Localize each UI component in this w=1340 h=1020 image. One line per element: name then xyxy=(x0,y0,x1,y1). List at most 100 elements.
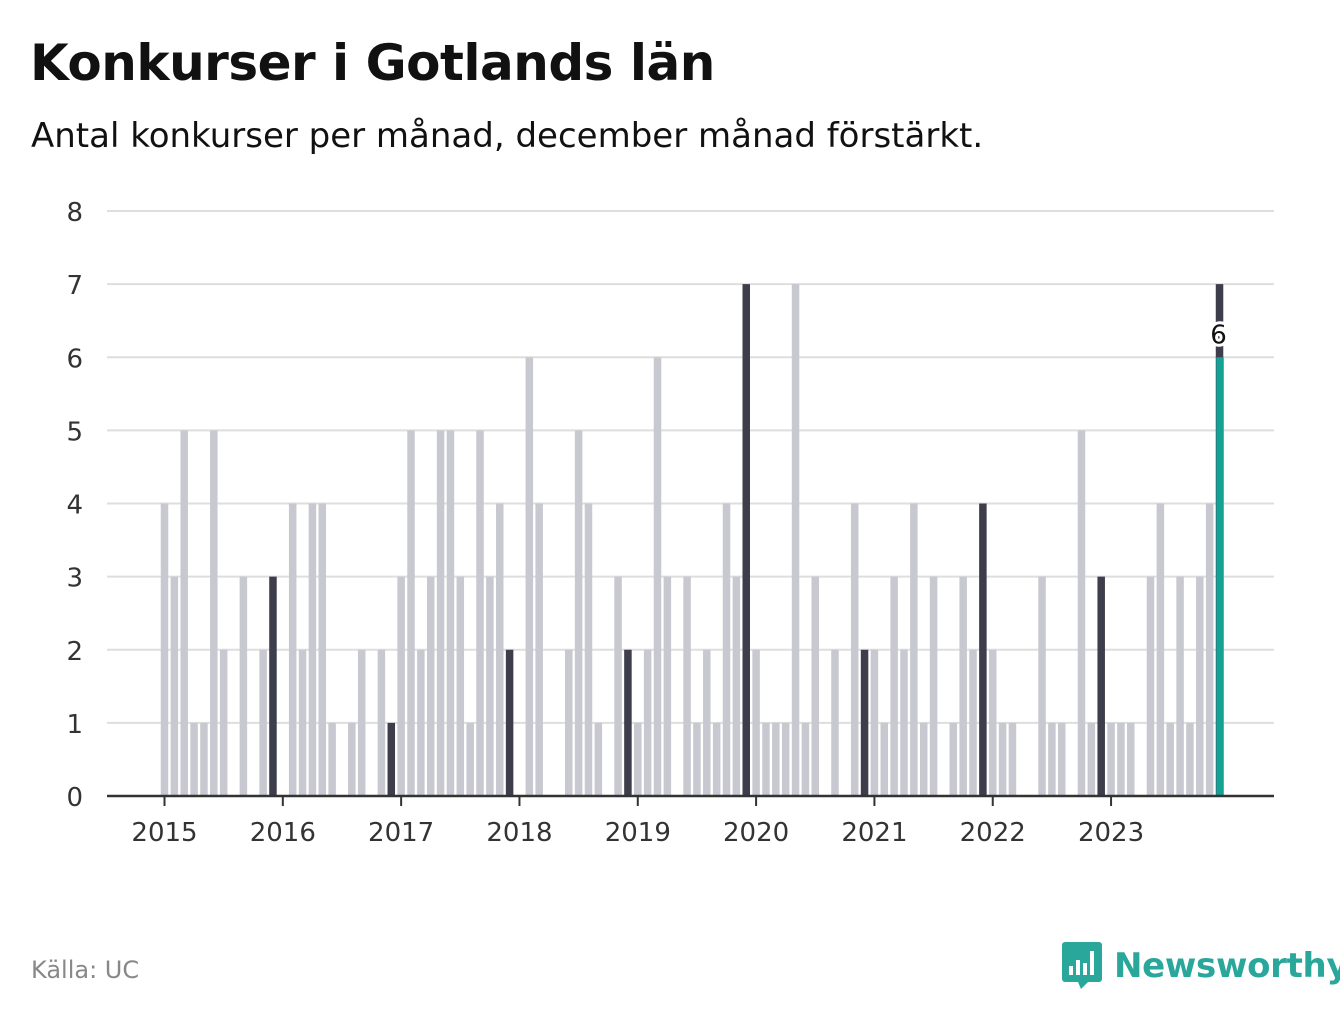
x-tick-label: 2015 xyxy=(131,818,197,848)
bar xyxy=(219,649,228,796)
bar xyxy=(811,576,820,796)
bar xyxy=(634,722,642,796)
x-tick-label: 2022 xyxy=(960,818,1026,848)
bar xyxy=(486,576,494,796)
bar xyxy=(210,430,218,796)
bar xyxy=(1087,722,1096,796)
bar-december xyxy=(979,503,987,796)
bar xyxy=(200,722,208,796)
bar xyxy=(703,649,711,796)
newsworthy-bar-chart-logo-icon xyxy=(1062,942,1102,989)
bar xyxy=(1048,722,1056,796)
bar xyxy=(397,576,405,796)
bar-december xyxy=(624,649,632,796)
bar xyxy=(594,722,603,796)
bar-december xyxy=(742,284,750,796)
bar xyxy=(170,576,179,796)
bar xyxy=(584,503,593,796)
bar xyxy=(1008,722,1017,796)
bar xyxy=(348,722,356,796)
bar xyxy=(446,430,455,796)
bar xyxy=(614,576,622,796)
bar xyxy=(160,503,169,796)
bar xyxy=(712,722,721,796)
bar xyxy=(190,722,198,796)
bar-december xyxy=(387,722,396,796)
bar xyxy=(998,722,1007,796)
bar-highlight xyxy=(1216,357,1224,796)
bar xyxy=(919,722,928,796)
bar xyxy=(752,649,760,796)
y-tick-label: 7 xyxy=(66,271,83,301)
bar xyxy=(180,430,188,796)
x-tick-label: 2023 xyxy=(1078,818,1144,848)
bar xyxy=(1038,576,1046,796)
bar xyxy=(1166,722,1174,796)
bar xyxy=(988,649,997,796)
bar xyxy=(1156,503,1165,796)
bar xyxy=(377,649,386,796)
bar xyxy=(949,722,958,796)
brand-logo: Newsworthy xyxy=(1062,942,1340,990)
bar xyxy=(683,576,691,796)
bar xyxy=(239,576,248,796)
bar xyxy=(417,649,425,796)
bar xyxy=(732,576,741,796)
y-tick-label: 0 xyxy=(66,783,83,813)
bar xyxy=(1077,430,1086,796)
bar xyxy=(969,649,977,796)
bar xyxy=(929,576,938,796)
bar xyxy=(1107,722,1115,796)
bar xyxy=(298,649,307,796)
x-tick-label: 2020 xyxy=(723,818,789,848)
x-tick-label: 2018 xyxy=(486,818,552,848)
bar xyxy=(1127,722,1135,796)
y-tick-label: 6 xyxy=(66,344,83,374)
x-tick-label: 2017 xyxy=(368,818,434,848)
bar-december xyxy=(505,649,514,796)
bar xyxy=(772,722,780,796)
y-tick-label: 5 xyxy=(66,417,83,447)
bar xyxy=(1146,576,1155,796)
x-tick-label: 2016 xyxy=(250,818,316,848)
bar xyxy=(1196,576,1204,796)
bar xyxy=(535,503,543,796)
bar xyxy=(456,576,465,796)
bar xyxy=(1058,722,1066,796)
bar xyxy=(318,503,327,796)
bar xyxy=(565,649,573,796)
bar xyxy=(259,649,267,796)
x-tick-label: 2021 xyxy=(841,818,907,848)
y-tick-label: 4 xyxy=(66,491,83,521)
bar xyxy=(880,722,889,796)
bar xyxy=(762,722,770,796)
bar xyxy=(900,649,908,796)
bar xyxy=(574,430,583,796)
bar xyxy=(407,430,415,796)
bar-december xyxy=(1097,576,1105,796)
x-tick-label: 2019 xyxy=(605,818,671,848)
chart-title: Konkurser i Gotlands län xyxy=(30,34,715,92)
bar xyxy=(781,722,790,796)
highlight-value-label: 6 xyxy=(1210,320,1227,350)
bar xyxy=(643,649,652,796)
bar xyxy=(308,503,317,796)
bar xyxy=(1117,722,1125,796)
bar xyxy=(328,722,336,796)
bar xyxy=(870,649,879,796)
bar xyxy=(525,357,534,796)
bar xyxy=(426,576,435,796)
bar xyxy=(791,284,800,796)
bar-december xyxy=(269,576,277,796)
source-note: Källa: UC xyxy=(31,956,140,984)
y-tick-label: 8 xyxy=(66,198,83,228)
y-tick-label: 3 xyxy=(66,564,83,594)
bar xyxy=(653,357,662,796)
bar xyxy=(1186,722,1194,796)
y-tick-label: 1 xyxy=(66,710,83,740)
y-tick-label: 2 xyxy=(66,637,83,667)
bar xyxy=(850,503,859,796)
bar xyxy=(663,576,672,796)
bar xyxy=(722,503,731,796)
